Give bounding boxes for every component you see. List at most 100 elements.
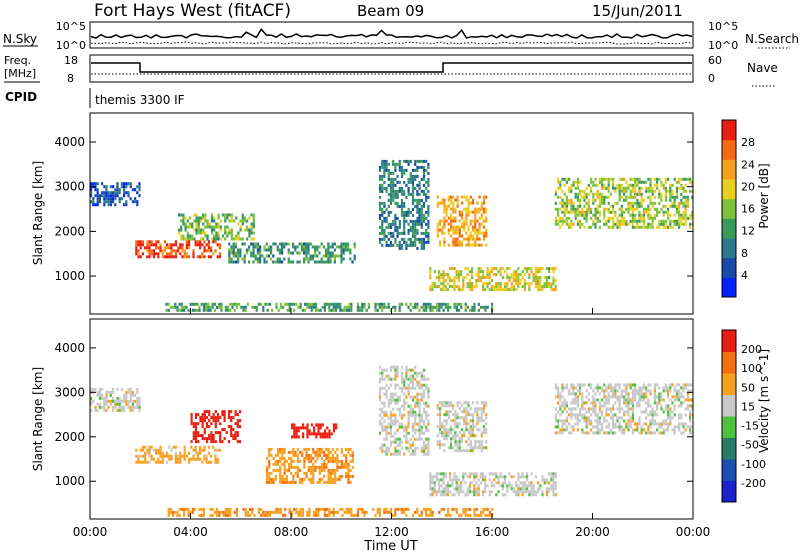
data-cell <box>475 282 478 286</box>
data-cell <box>466 487 469 491</box>
data-cell <box>523 487 526 491</box>
data-cell <box>403 392 406 396</box>
data-cell <box>557 410 560 414</box>
data-cell <box>341 507 344 511</box>
data-cell <box>449 219 453 223</box>
data-cell <box>465 422 468 426</box>
data-cell <box>512 490 515 494</box>
data-cell <box>216 448 219 452</box>
data-cell <box>407 159 410 163</box>
data-cell <box>550 475 553 479</box>
data-cell <box>307 477 310 481</box>
data-cell <box>689 383 692 387</box>
data-cell <box>656 183 659 187</box>
data-cell <box>607 216 610 220</box>
data-cell <box>134 188 137 192</box>
data-cell <box>315 432 318 436</box>
data-cell <box>592 389 595 393</box>
data-cell <box>389 198 393 202</box>
data-cell <box>631 189 634 193</box>
data-cell <box>387 213 390 217</box>
data-cell <box>557 395 560 399</box>
data-cell <box>482 404 486 408</box>
data-cell <box>541 267 544 271</box>
data-cell <box>554 425 557 429</box>
data-cell <box>298 480 302 484</box>
data-cell <box>631 216 634 220</box>
data-cell <box>105 197 108 201</box>
data-cell <box>292 447 295 451</box>
data-cell <box>585 186 588 190</box>
data-cell <box>394 398 397 402</box>
data-cell <box>403 216 406 220</box>
data-cell <box>176 513 179 517</box>
data-cell <box>248 231 251 235</box>
data-cell <box>273 510 276 514</box>
data-cell <box>565 428 568 432</box>
data-cell <box>248 234 251 238</box>
data-cell <box>281 477 284 481</box>
data-cell <box>512 475 515 479</box>
data-cell <box>312 450 315 454</box>
data-cell <box>501 481 504 485</box>
data-cell <box>583 198 586 202</box>
data-cell <box>218 510 221 514</box>
data-cell <box>495 481 498 485</box>
data-cell <box>449 285 452 289</box>
data-cell <box>455 510 458 514</box>
data-cell <box>684 428 687 432</box>
data-cell <box>543 481 546 485</box>
data-cell <box>246 510 249 514</box>
data-cell <box>471 428 475 432</box>
data-cell <box>400 425 404 429</box>
data-cell <box>495 273 498 277</box>
data-cell <box>468 481 471 485</box>
data-cell <box>625 401 628 405</box>
data-cell <box>420 204 423 208</box>
data-cell <box>383 201 386 205</box>
data-cell <box>315 435 318 439</box>
data-cell <box>420 237 423 241</box>
data-cell <box>254 257 257 261</box>
data-cell <box>642 392 645 396</box>
data-cell <box>182 219 185 223</box>
data-cell <box>317 426 320 430</box>
data-cell <box>407 422 410 426</box>
data-cell <box>485 243 488 247</box>
data-cell <box>554 192 557 196</box>
data-cell <box>276 462 280 466</box>
data-cell <box>530 493 533 497</box>
data-cell <box>427 189 430 193</box>
colorbar-swatch <box>722 218 736 239</box>
data-cell <box>333 254 336 258</box>
data-cell <box>337 302 340 306</box>
data-cell <box>183 457 186 461</box>
data-cell <box>634 216 637 220</box>
data-cell <box>631 395 634 399</box>
data-cell <box>603 213 606 217</box>
data-cell <box>414 219 417 223</box>
data-cell <box>642 383 645 387</box>
data-cell <box>559 225 562 229</box>
data-cell <box>313 426 316 430</box>
data-cell <box>174 249 177 253</box>
data-cell <box>398 443 401 447</box>
data-cell <box>438 446 442 450</box>
data-cell <box>325 248 328 252</box>
data-cell <box>465 401 468 405</box>
data-cell <box>490 267 493 271</box>
data-cell <box>431 308 434 312</box>
data-cell <box>572 207 575 211</box>
data-cell <box>523 484 526 488</box>
data-cell <box>616 416 619 420</box>
data-cell <box>684 210 687 214</box>
data-cell <box>185 305 188 309</box>
data-cell <box>456 237 459 241</box>
data-cell <box>177 454 180 458</box>
data-cell <box>649 410 652 414</box>
data-cell <box>473 484 476 488</box>
data-cell <box>601 413 604 417</box>
data-cell <box>422 201 426 205</box>
data-cell <box>313 429 316 433</box>
